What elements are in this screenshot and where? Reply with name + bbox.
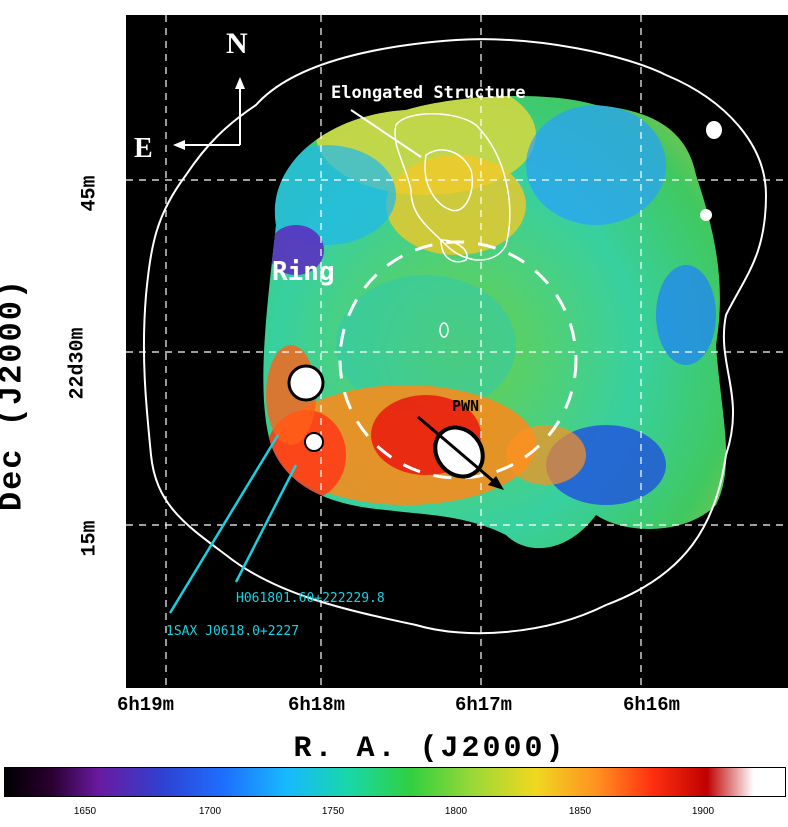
y-axis-label: Dec (J2000)	[0, 277, 31, 512]
xtick-6h19m: 6h19m	[117, 694, 175, 716]
xtick-6h18m: 6h18m	[288, 694, 346, 716]
ring-circle	[338, 240, 578, 480]
colorbar-tick-1700: 1700	[198, 806, 222, 817]
pwn-label: PWN	[452, 397, 479, 415]
east-label: E	[134, 133, 153, 164]
source1-label: H061801.60+222229.8	[236, 591, 385, 606]
colorbar-tick-1800: 1800	[444, 806, 468, 817]
source-mask-1	[287, 364, 325, 402]
colorbar-tick-1650: 1650	[73, 806, 97, 817]
colorbar-tick-1750: 1750	[321, 806, 345, 817]
source-pointers	[168, 434, 298, 614]
temperature-map	[263, 95, 727, 549]
compass-arrows	[173, 77, 245, 150]
xtick-6h17m: 6h17m	[455, 694, 513, 716]
outer-contour	[142, 38, 768, 635]
colorbar	[4, 767, 786, 797]
colorbar-tick-1850: 1850	[568, 806, 592, 817]
coordinate-grid	[126, 15, 788, 688]
north-label: N	[226, 27, 248, 60]
pwn-arrow	[417, 415, 504, 490]
ring-label: Ring	[272, 257, 335, 287]
source-mask-2	[304, 432, 324, 452]
ytick-22d30m: 22d30m	[66, 327, 90, 400]
x-axis-label: R. A. (J2000)	[293, 732, 567, 766]
ytick-45m: 45m	[78, 175, 102, 212]
blob	[700, 209, 712, 221]
blob	[706, 121, 722, 139]
ytick-15m: 15m	[78, 520, 102, 557]
sky-map: N E Elongated Structure Ring PWN H061801…	[126, 15, 788, 688]
elongated-structure-pointer	[350, 109, 422, 158]
image-panel: N E Elongated Structure Ring PWN H061801…	[126, 15, 788, 688]
colorbar-tick-1900: 1900	[691, 806, 715, 817]
elongated-structure-label: Elongated Structure	[331, 83, 525, 103]
source2-label: 1SAX J0618.0+2227	[166, 624, 299, 639]
xtick-6h16m: 6h16m	[623, 694, 681, 716]
